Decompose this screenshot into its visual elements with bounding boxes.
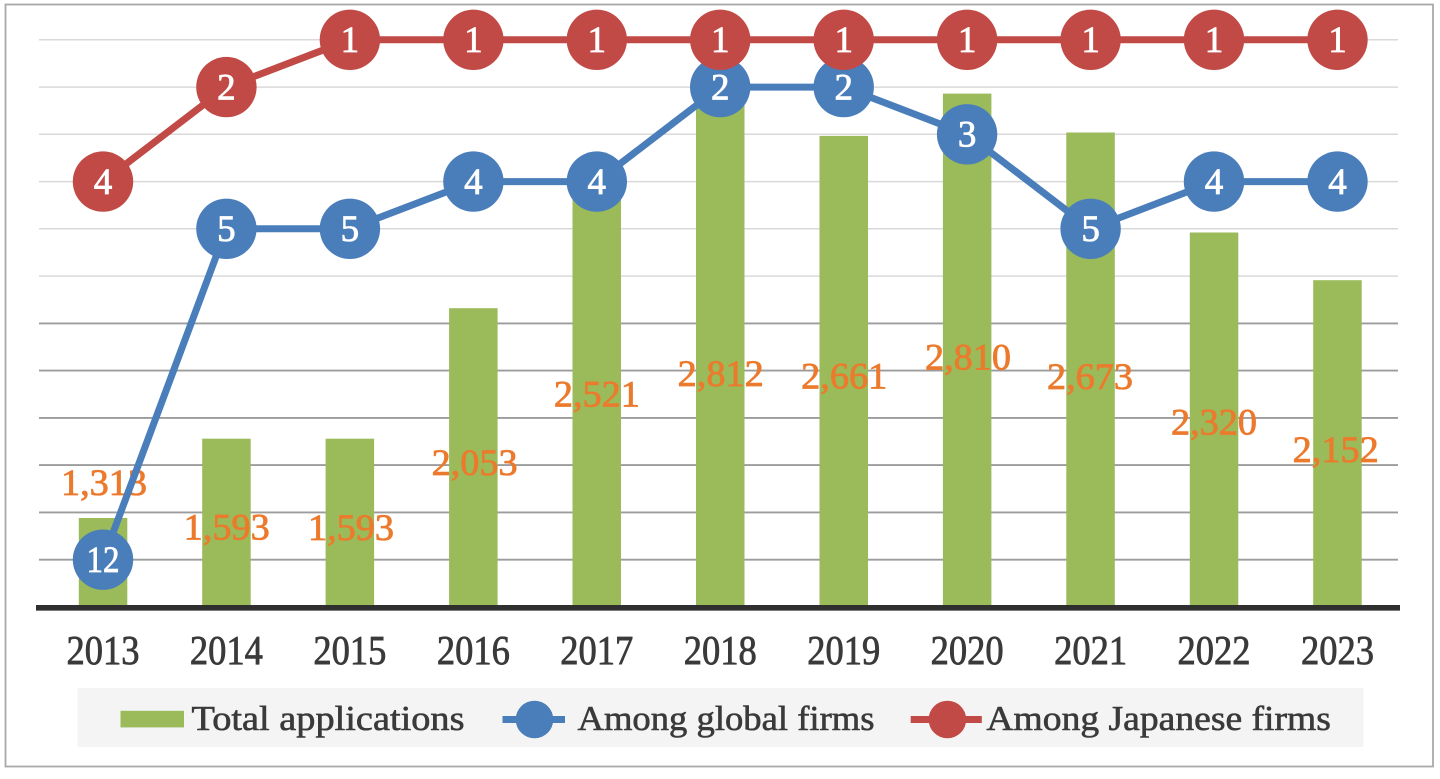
svg-text:2021: 2021 <box>1054 627 1127 673</box>
svg-text:2016: 2016 <box>437 627 510 673</box>
svg-text:1: 1 <box>1081 20 1100 61</box>
svg-text:4: 4 <box>1205 162 1224 203</box>
svg-text:4: 4 <box>588 162 607 203</box>
svg-text:2: 2 <box>834 68 853 109</box>
svg-text:2017: 2017 <box>560 627 633 673</box>
svg-text:2,810: 2,810 <box>925 338 1011 379</box>
svg-text:1: 1 <box>958 20 977 61</box>
svg-text:2018: 2018 <box>684 627 757 673</box>
svg-text:2014: 2014 <box>190 627 263 673</box>
svg-text:2020: 2020 <box>931 627 1004 673</box>
svg-text:1: 1 <box>711 20 730 61</box>
svg-text:12: 12 <box>87 540 120 581</box>
svg-text:4: 4 <box>464 162 483 203</box>
svg-text:3: 3 <box>958 115 977 156</box>
svg-text:4: 4 <box>1328 162 1347 203</box>
svg-text:1: 1 <box>341 20 360 61</box>
svg-text:5: 5 <box>1081 209 1100 250</box>
svg-text:2,812: 2,812 <box>678 354 764 395</box>
svg-text:1,593: 1,593 <box>184 507 270 548</box>
svg-text:4: 4 <box>94 162 113 203</box>
svg-text:1: 1 <box>1328 20 1347 61</box>
svg-text:5: 5 <box>341 209 360 250</box>
svg-text:2013: 2013 <box>67 627 140 673</box>
svg-text:1: 1 <box>464 20 483 61</box>
svg-text:2,673: 2,673 <box>1047 357 1133 398</box>
svg-text:2,521: 2,521 <box>554 374 640 415</box>
svg-text:1: 1 <box>588 20 607 61</box>
svg-text:2,152: 2,152 <box>1293 430 1379 471</box>
svg-text:2022: 2022 <box>1178 627 1251 673</box>
svg-text:2019: 2019 <box>807 627 880 673</box>
svg-text:2023: 2023 <box>1301 627 1374 673</box>
svg-text:Among Japanese firms: Among Japanese firms <box>986 700 1331 738</box>
svg-text:1: 1 <box>834 20 853 61</box>
svg-text:Among global firms: Among global firms <box>578 700 875 738</box>
svg-text:2,661: 2,661 <box>801 356 887 397</box>
svg-text:2015: 2015 <box>313 627 386 673</box>
svg-text:2: 2 <box>217 68 236 109</box>
svg-text:5: 5 <box>217 209 236 250</box>
svg-text:2,053: 2,053 <box>432 443 518 484</box>
svg-text:2: 2 <box>711 68 730 109</box>
svg-text:2,320: 2,320 <box>1171 403 1257 444</box>
svg-text:1: 1 <box>1205 20 1224 61</box>
svg-text:Total applications: Total applications <box>192 700 465 738</box>
svg-text:1,593: 1,593 <box>308 508 394 549</box>
